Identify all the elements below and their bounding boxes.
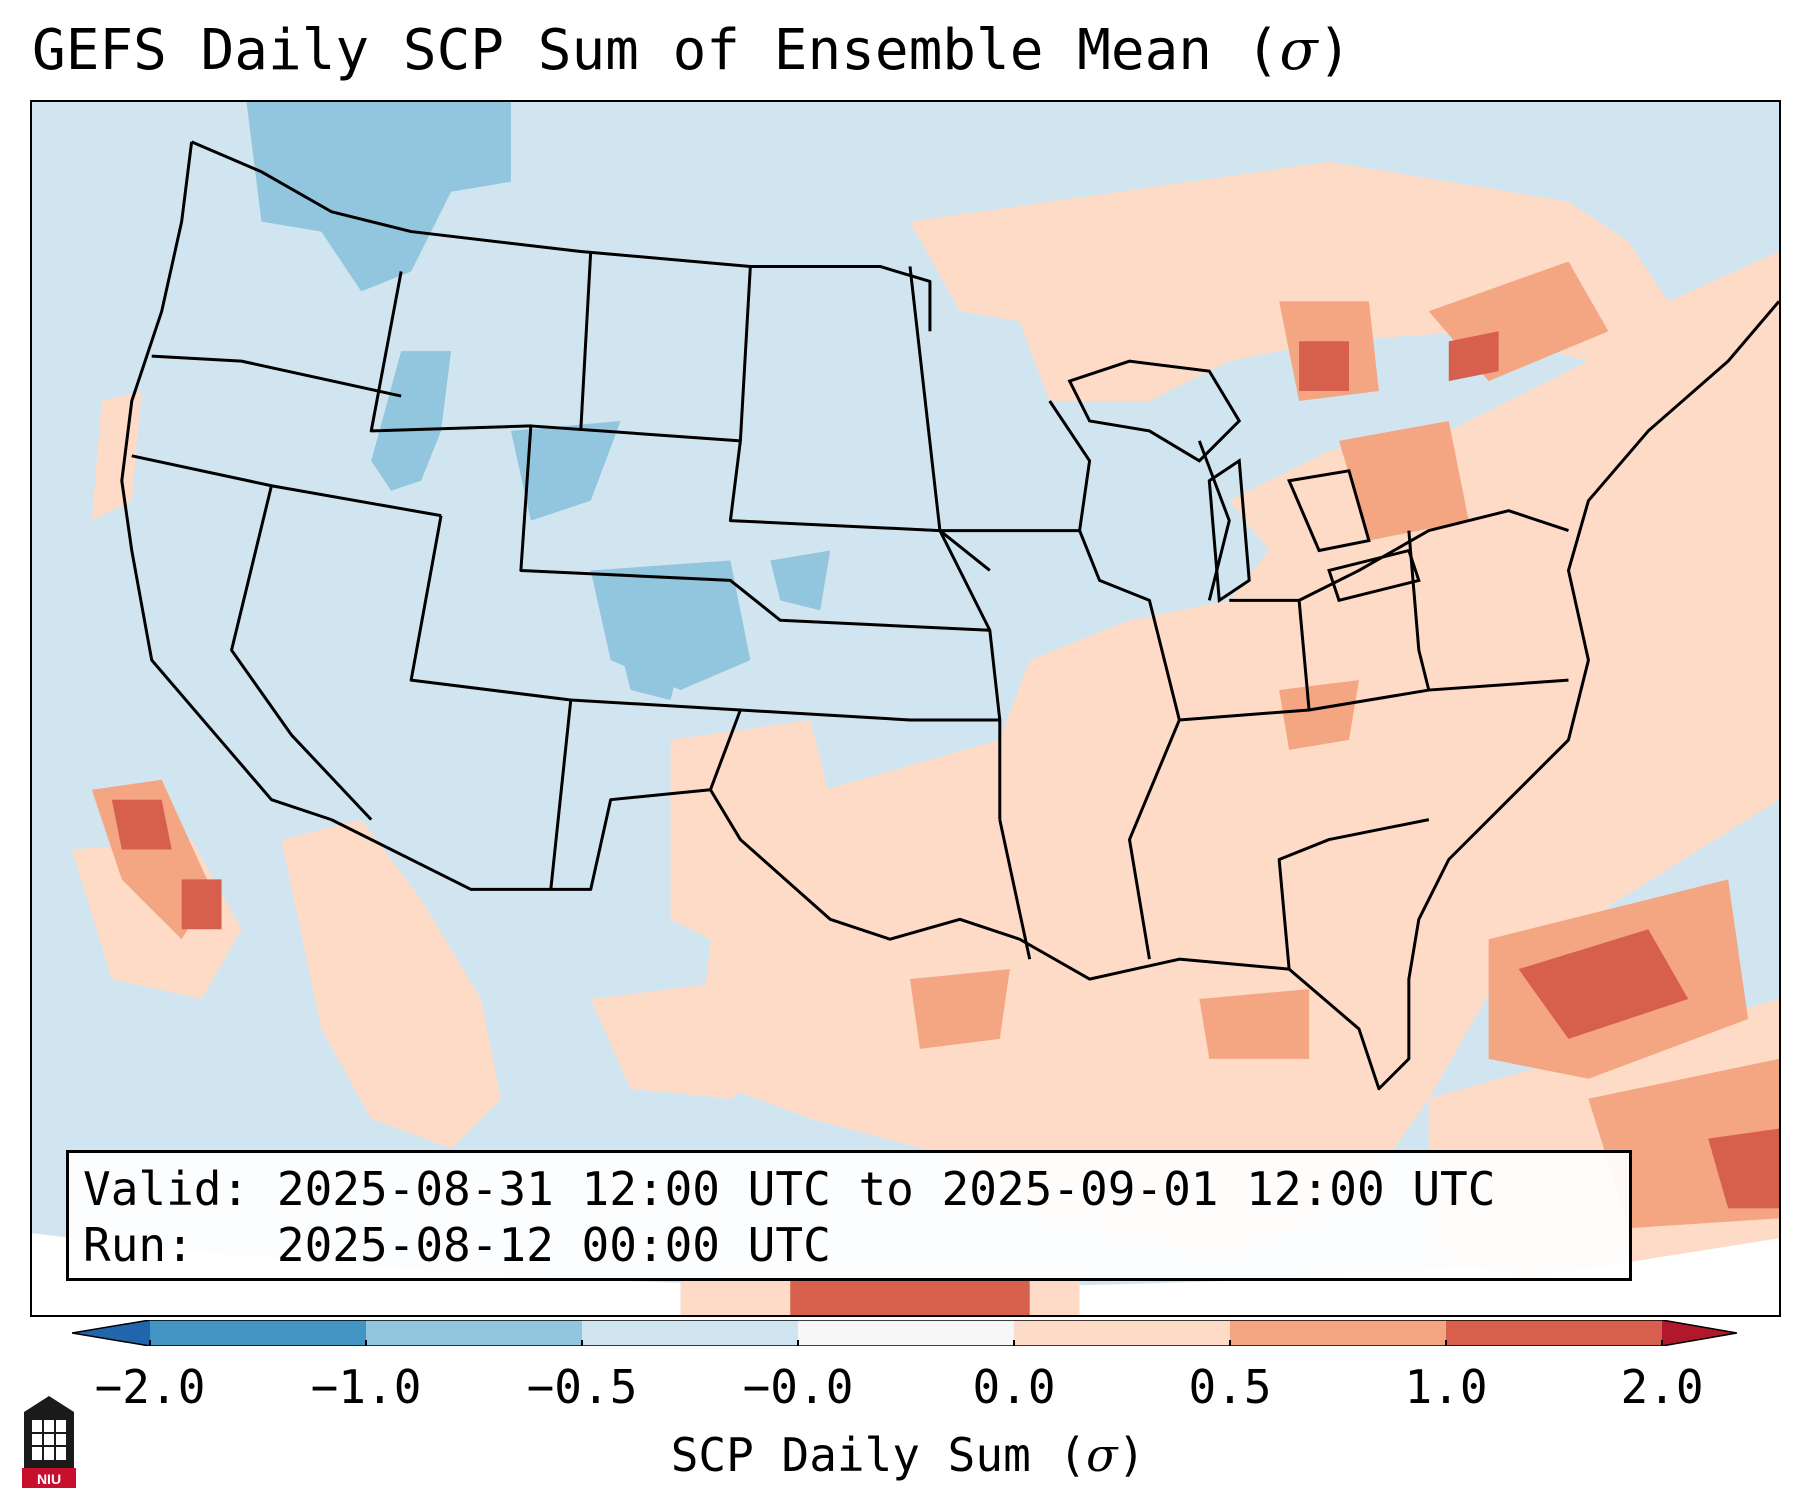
- run-label: Run:: [83, 1218, 194, 1272]
- title-text: GEFS Daily SCP Sum of Ensemble Mean (: [32, 18, 1280, 83]
- valid-value: 2025-08-31 12:00 UTC to 2025-09-01 12:00…: [276, 1162, 1496, 1216]
- yucatan-high: [790, 1278, 1030, 1315]
- kentucky-mid: [1279, 680, 1359, 750]
- niu-logo-icon: NIU: [22, 1396, 76, 1488]
- positive-mid-regions: [91, 261, 1779, 1229]
- colorbar-bin-neg2-neg1: [150, 1320, 366, 1346]
- tick-label-0: −2.0: [94, 1360, 206, 1414]
- lake-erie: [1327, 548, 1421, 603]
- colorbar-label-sigma: σ: [1086, 1428, 1118, 1482]
- central-row-1: [409, 515, 1000, 722]
- colorbar-bin-0-0: [798, 1320, 1014, 1346]
- quebec-high: [1448, 331, 1499, 382]
- mexico-west-positive: [281, 819, 501, 1149]
- mexico-central-positive: [590, 979, 791, 1099]
- tick-label-5: 0.5: [1188, 1360, 1272, 1414]
- tick-label-6: 1.0: [1404, 1360, 1488, 1414]
- colorbar: [72, 1320, 1737, 1346]
- valid-label: Valid:: [83, 1162, 250, 1216]
- run-value: 2025-08-12 00:00 UTC: [276, 1218, 831, 1272]
- iowa-illinois: [939, 529, 1181, 721]
- ark-la: [998, 819, 1032, 960]
- nm-tx-top: [709, 709, 742, 791]
- mt-id-wy-co: [369, 271, 990, 632]
- colorbar-bin-neg1-neg05: [366, 1320, 582, 1346]
- pacific-high-2: [181, 879, 222, 930]
- lake-superior: [1067, 359, 1242, 463]
- logo-red-bar: [22, 1468, 76, 1488]
- gulf-mid: [909, 969, 1010, 1049]
- new-york-mid: [1339, 420, 1469, 541]
- tick-label-7: 2.0: [1620, 1360, 1704, 1414]
- atlantic-high: [1518, 929, 1689, 1039]
- colorbar-over-arrow: [1662, 1320, 1737, 1346]
- valid-time-box: Valid: 2025-08-31 12:00 UTC to 2025-09-0…: [66, 1150, 1632, 1281]
- lake-michigan: [1207, 458, 1251, 604]
- kansas-negative: [770, 550, 831, 611]
- gulf-east-mid: [1199, 989, 1310, 1059]
- minnesota-line: [908, 266, 1002, 820]
- tennessee-nc-border: [1179, 678, 1569, 722]
- colorbar-bin-1-2: [1446, 1320, 1662, 1346]
- colorbar-label-close: ): [1117, 1428, 1146, 1482]
- colorbar-bin-05-1: [1230, 1320, 1446, 1346]
- colorbar-label-text: SCP Daily Sum (: [670, 1428, 1087, 1482]
- pa-md-va: [1407, 530, 1431, 691]
- lake-outlines: [1067, 359, 1421, 604]
- nd-mt: [738, 266, 752, 441]
- wyoming-negative: [510, 420, 621, 521]
- tick-label-4: 0.0: [972, 1360, 1056, 1414]
- hispaniola-high: [1708, 1128, 1779, 1209]
- south-east-coast: [330, 300, 1779, 1091]
- map-panel: [30, 100, 1781, 1317]
- ohio-pa: [1229, 509, 1569, 602]
- colorbar-under-arrow: [72, 1320, 150, 1346]
- colorado-south-negative: [620, 650, 681, 701]
- colorbar-label: SCP Daily Sum (σ): [671, 1428, 1146, 1482]
- colorbar-bin-neg05-0: [582, 1320, 798, 1346]
- ca-nv-border: [230, 485, 373, 821]
- pacific-high: [111, 799, 172, 850]
- tick-label-2: −0.5: [526, 1360, 638, 1414]
- page-title: GEFS Daily SCP Sum of Ensemble Mean (σ): [32, 18, 1351, 83]
- west-coast: [120, 141, 332, 822]
- map-canvas: [32, 102, 1779, 1315]
- ga-fl-sc: [1277, 818, 1430, 970]
- indiana-ohio: [1297, 600, 1311, 711]
- logo-text: NIU: [37, 1471, 61, 1487]
- colorbar-bin-0-05: [1014, 1320, 1230, 1346]
- ontario-high: [1299, 341, 1349, 392]
- wyoming-nebraska: [530, 424, 991, 572]
- ca-or-border: [131, 454, 442, 518]
- lake-huron: [1286, 469, 1371, 553]
- mt-divider: [579, 251, 593, 431]
- canada-border: [191, 140, 932, 332]
- wisconsin: [1048, 400, 1092, 531]
- miss-al: [1127, 719, 1181, 960]
- pacific-northwest-negative: [246, 102, 511, 292]
- az-nm: [549, 699, 573, 890]
- or-wa-border: [151, 354, 402, 398]
- positive-high-regions: [111, 331, 1779, 1315]
- tick-label-3: −0.0: [742, 1360, 854, 1414]
- title-sigma: σ: [1279, 18, 1318, 83]
- tick-label-1: −1.0: [310, 1360, 422, 1414]
- title-close: ): [1317, 18, 1352, 83]
- logo-window-bg: [32, 1420, 66, 1460]
- idaho-negative: [371, 351, 452, 491]
- colorbar-ticks: [149, 1340, 1663, 1346]
- west-texas-positive: [670, 719, 831, 950]
- logo-window-grid: [32, 1420, 66, 1460]
